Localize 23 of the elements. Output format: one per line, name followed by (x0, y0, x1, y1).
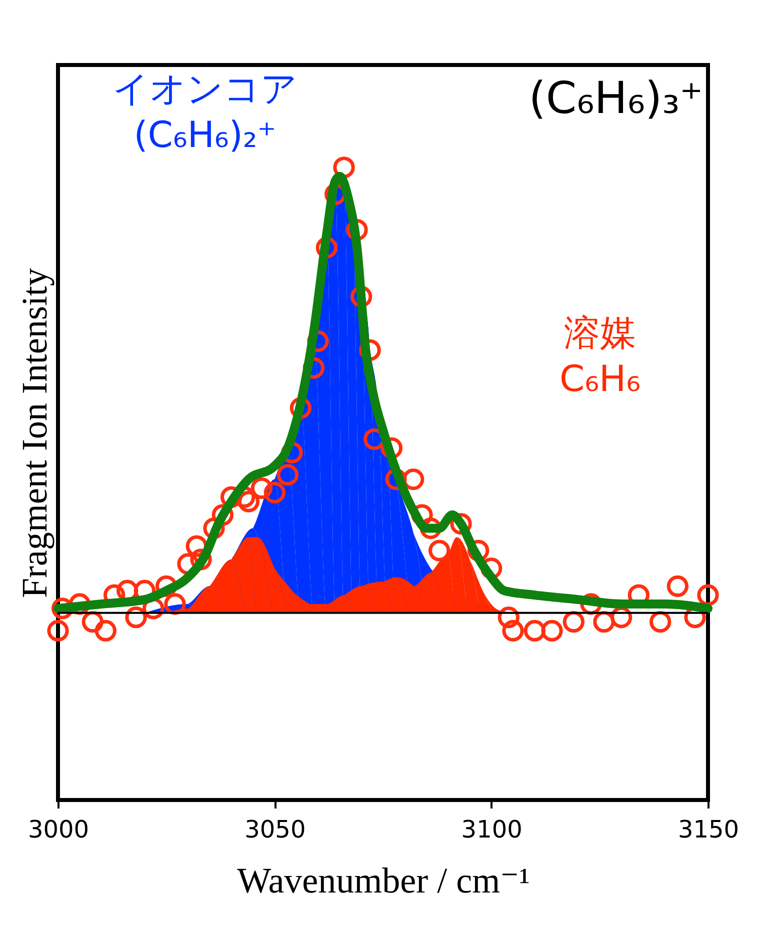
point (697, 584, 719, 606)
point (276, 464, 298, 486)
point (238, 490, 260, 512)
point (502, 620, 524, 642)
point (498, 606, 520, 628)
point (94, 620, 116, 642)
series-label: イオンコア (C₆H₆)₂⁺ (112, 69, 298, 156)
point (666, 575, 688, 597)
text: 溶媒 C₆H₆ (559, 313, 641, 400)
x-tick-label: 3000 (28, 816, 90, 844)
x-tick-label: 3100 (461, 816, 522, 844)
x-tick-label: 3050 (244, 816, 306, 844)
point (428, 540, 450, 562)
chart-title: (C₆H₆)₃⁺ (528, 73, 703, 124)
y-axis-title: Fragment Ion Intensity (14, 268, 54, 598)
x-tick-label: 3150 (678, 816, 740, 844)
point (47, 620, 69, 642)
point (250, 477, 272, 499)
point (524, 620, 546, 642)
x-axis-title: Wavenumber / cm⁻¹ (237, 860, 530, 900)
point (264, 482, 286, 504)
point (541, 620, 563, 642)
point (125, 606, 147, 628)
